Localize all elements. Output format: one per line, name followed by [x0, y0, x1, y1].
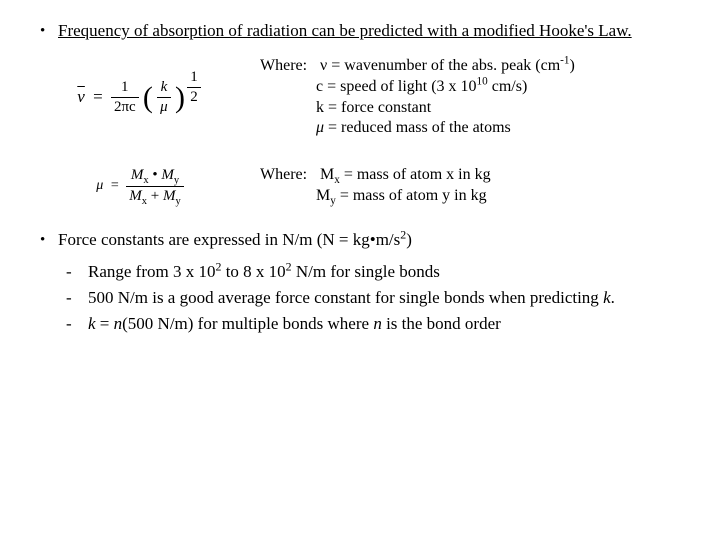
sub-item-3: - k = n(500 N/m) for multiple bonds wher… [66, 313, 680, 335]
where-label: Where: [260, 165, 316, 186]
equation-block-1: ν = 1 2πc ( k μ ) 12 Where: ν = wavenumb… [60, 56, 680, 139]
bullet-item-1: • Frequency of absorption of radiation c… [40, 20, 680, 42]
bullet-text-1: Frequency of absorption of radiation can… [58, 20, 680, 42]
equation-1: ν = 1 2πc ( k μ ) 12 [60, 78, 220, 118]
bullet-marker: • [40, 229, 58, 251]
bullet-marker: • [40, 20, 58, 42]
where-block-2: Where: Mx = mass of atom x in kg My = ma… [260, 165, 491, 207]
where-label: Where: [260, 56, 316, 77]
bullet-item-2: • Force constants are expressed in N/m (… [40, 229, 680, 251]
sub-item-2: - 500 N/m is a good average force consta… [66, 287, 680, 309]
equation-2: μ = Mx • My Mx + My [60, 166, 220, 206]
sub-item-1: - Range from 3 x 102 to 8 x 102 N/m for … [66, 261, 680, 283]
where-block-1: Where: ν = wavenumber of the abs. peak (… [260, 56, 575, 139]
equation-block-2: μ = Mx • My Mx + My Where: Mx = mass of … [60, 165, 680, 207]
bullet-text-2: Force constants are expressed in N/m (N … [58, 229, 680, 251]
bullet1-text: Frequency of absorption of radiation can… [58, 21, 632, 40]
sub-list: - Range from 3 x 102 to 8 x 102 N/m for … [66, 261, 680, 335]
